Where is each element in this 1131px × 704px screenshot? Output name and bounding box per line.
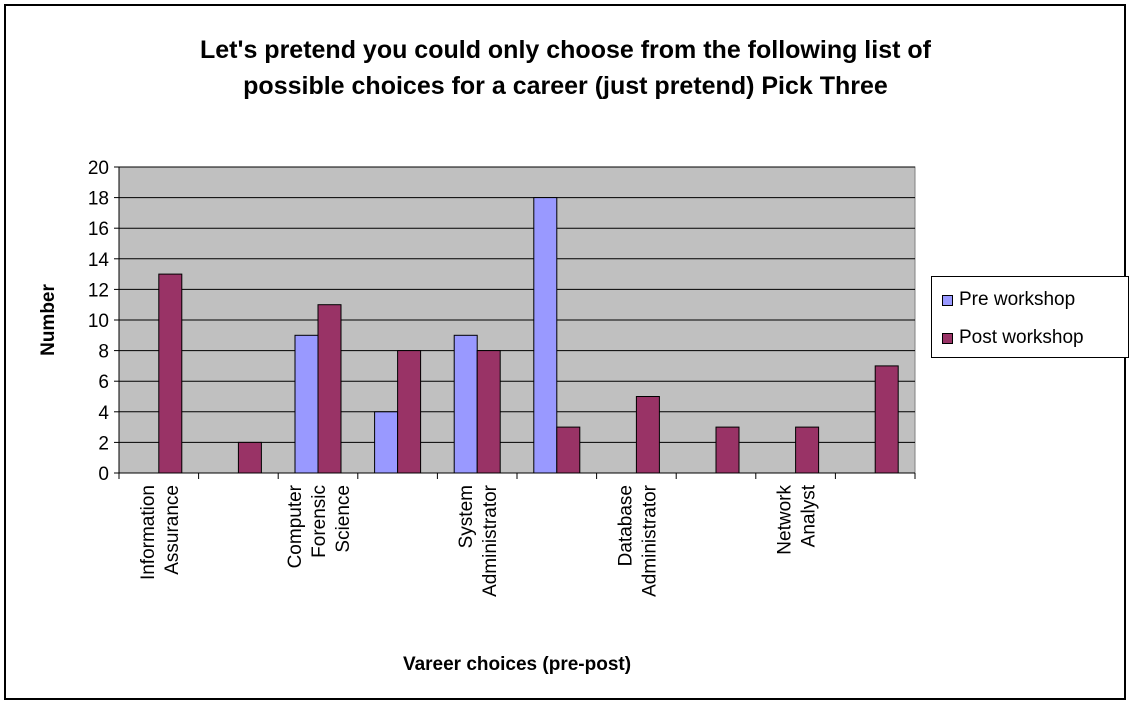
bar-post xyxy=(874,365,899,474)
bar-post xyxy=(635,396,660,474)
chart-title-line-1: Let's pretend you could only choose from… xyxy=(200,36,931,64)
y-axis-title: Number xyxy=(38,284,59,356)
y-tick-label: 0 xyxy=(98,464,109,485)
bar-pre xyxy=(533,197,558,474)
bar-post xyxy=(476,350,501,474)
y-tick-label: 2 xyxy=(98,433,109,454)
x-category-label: Science xyxy=(333,485,354,553)
y-tick-label: 4 xyxy=(98,403,109,424)
y-tick-label: 6 xyxy=(98,372,109,393)
bar-pre xyxy=(453,334,478,474)
x-category-label: Analyst xyxy=(799,484,820,547)
bar-post xyxy=(795,426,820,474)
legend-item-pre: Pre workshop xyxy=(942,289,1075,311)
y-tick-label: 18 xyxy=(88,189,109,210)
x-axis-title: Vareer choices (pre-post) xyxy=(403,654,631,675)
x-category-label: Administrator xyxy=(480,484,501,597)
y-tick-label: 14 xyxy=(88,250,110,271)
bar-post xyxy=(158,273,183,474)
x-category-label: Information xyxy=(138,485,159,580)
bar-pre xyxy=(374,411,399,474)
bar-pre xyxy=(294,334,319,474)
y-tick-label: 16 xyxy=(88,219,109,240)
legend-label-pre: Pre workshop xyxy=(959,289,1076,310)
bar-post xyxy=(715,426,740,474)
legend-swatch-post xyxy=(942,332,953,344)
legend-swatch-pre xyxy=(942,294,953,306)
bar-post xyxy=(556,426,581,474)
x-category-label: Network xyxy=(775,485,796,555)
y-tick-label: 8 xyxy=(98,342,109,363)
legend-item-post: Post workshop xyxy=(942,327,1084,349)
x-category-label: Database xyxy=(615,485,636,566)
bar-post xyxy=(397,350,422,474)
x-category-label: Forensic xyxy=(309,485,330,558)
x-category-label: System xyxy=(456,485,477,548)
bar-post xyxy=(237,441,262,474)
y-tick-label: 10 xyxy=(88,311,109,332)
bar-post xyxy=(317,304,342,474)
chart-legend: Pre workshop Post workshop xyxy=(931,276,1129,358)
legend-label-post: Post workshop xyxy=(959,327,1084,348)
y-tick-label: 20 xyxy=(88,158,109,179)
x-category-label: Computer xyxy=(285,484,306,568)
x-category-label: Assurance xyxy=(162,485,183,575)
chart-title: Let's pretend you could only choose from… xyxy=(0,32,1131,104)
chart-title-line-2: possible choices for a career (just pret… xyxy=(243,72,888,100)
x-category-label: Administrator xyxy=(639,484,660,597)
y-tick-label: 12 xyxy=(88,280,109,301)
